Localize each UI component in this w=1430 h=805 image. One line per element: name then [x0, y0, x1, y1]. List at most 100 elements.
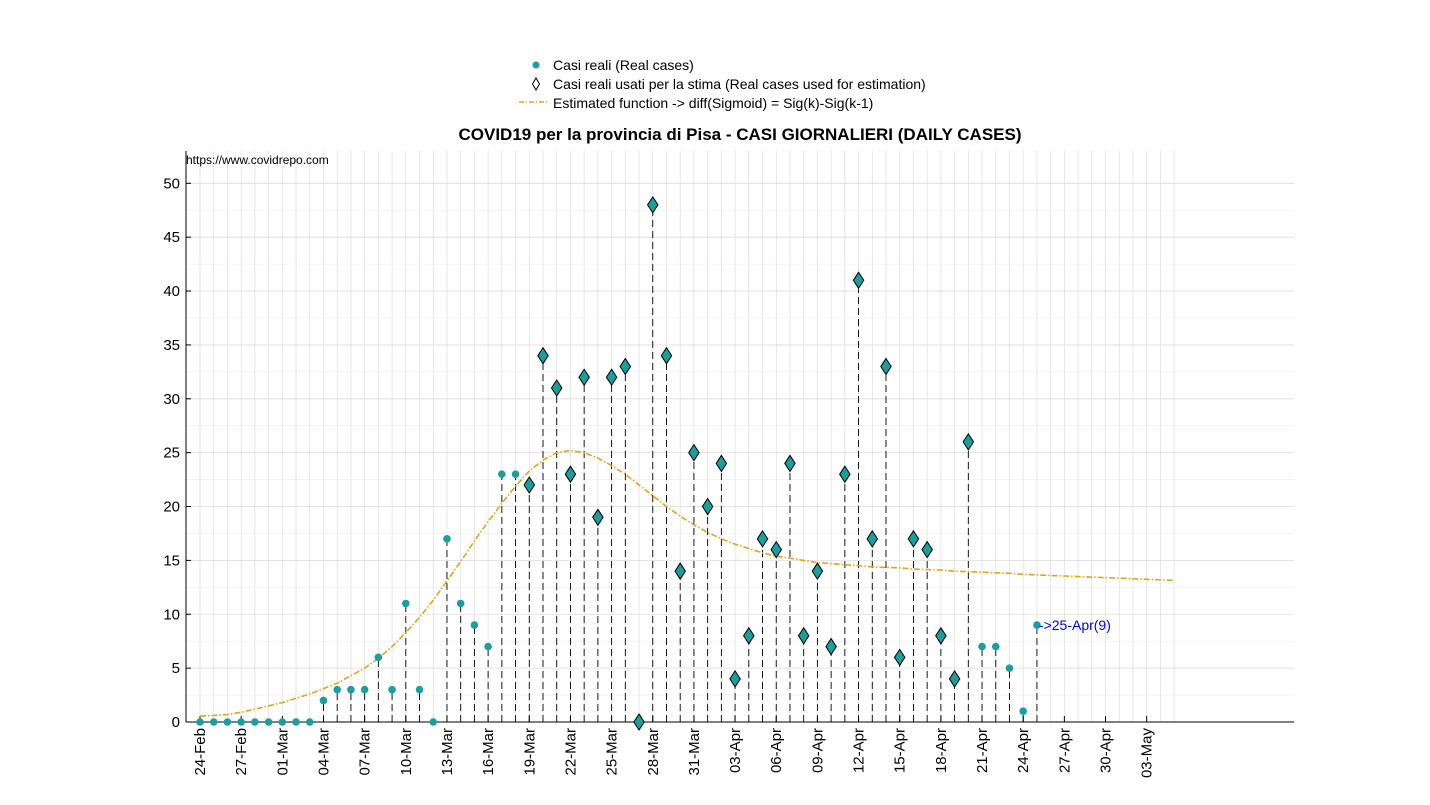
x-tick-label: 07-Mar	[357, 728, 374, 776]
data-point-estimation	[743, 626, 755, 645]
data-point-estimation	[729, 669, 741, 688]
data-point-estimation	[701, 497, 714, 516]
data-point-real	[264, 718, 273, 726]
data-point-estimation	[688, 443, 700, 462]
data-point-estimation	[756, 529, 769, 548]
data-point-estimation	[770, 540, 783, 559]
x-tick-label: 24-Feb	[192, 728, 209, 776]
x-tick-label: 15-Apr	[892, 728, 909, 773]
y-tick-label: 15	[163, 552, 180, 569]
data-point-real	[360, 685, 369, 694]
legend-label-real: Casi reali (Real cases)	[553, 57, 694, 73]
chart-title: COVID19 per la provincia di Pisa - CASI …	[458, 125, 1021, 144]
data-point-real	[374, 653, 383, 662]
data-point-estimation	[715, 454, 728, 473]
legend: Casi reali (Real cases) Casi reali usati…	[519, 57, 926, 111]
legend-entry-real: Casi reali (Real cases)	[532, 57, 694, 73]
fit-curve-group	[199, 449, 1175, 717]
x-tick-label: 28-Mar	[645, 728, 662, 776]
legend-label-fit: Estimated function -> diff(Sigmoid) = Si…	[553, 95, 873, 111]
data-point-real	[305, 718, 314, 726]
watermark-url: https://www.covidrepo.com	[186, 153, 329, 167]
data-point-estimation	[537, 346, 549, 365]
x-tick-label: 04-Mar	[315, 728, 332, 776]
data-point-estimation	[660, 346, 673, 365]
annotation-label: ->25-Apr(9)	[1039, 617, 1111, 633]
y-tick-label: 50	[163, 175, 180, 192]
data-point-estimation	[948, 669, 961, 688]
data-point-real	[991, 642, 1000, 651]
legend-entry-estimation: Casi reali usati per la stima (Real case…	[531, 76, 926, 92]
data-point-real	[388, 685, 396, 694]
data-point-estimation	[784, 454, 796, 473]
data-point-real	[333, 685, 342, 694]
data-point-estimation	[633, 713, 645, 731]
y-tick-label: 10	[163, 606, 180, 623]
x-tick-label: 24-Apr	[1015, 728, 1032, 773]
data-point-estimation	[921, 540, 933, 559]
data-point-real	[484, 642, 492, 651]
data-point-real	[347, 685, 355, 694]
x-tick-label: 27-Apr	[1056, 728, 1073, 773]
x-tick-label: 31-Mar	[686, 728, 703, 776]
y-tick-label: 0	[172, 714, 180, 731]
x-tick-label: 18-Apr	[933, 728, 950, 773]
x-tick-label: 30-Apr	[1098, 728, 1115, 773]
legend-entry-fit: Estimated function -> diff(Sigmoid) = Si…	[519, 95, 873, 111]
grid	[186, 151, 1294, 723]
axes	[185, 151, 1294, 723]
data-point-estimation	[893, 648, 906, 667]
data-point-real	[196, 718, 204, 726]
data-point-real	[251, 718, 259, 726]
data-point-real	[278, 718, 287, 726]
data-point-estimation	[646, 195, 659, 214]
data-point-estimation	[839, 465, 851, 484]
y-tick-labels: 0 5 10 15 20 25 30 35 40 45 50	[163, 175, 191, 731]
data-point-real	[1005, 664, 1014, 672]
x-tick-label: 22-Mar	[562, 728, 579, 776]
y-tick-label: 30	[163, 391, 180, 408]
data-point-estimation	[935, 626, 947, 645]
data-point-real	[223, 718, 232, 726]
data-point-estimation	[592, 508, 604, 527]
legend-marker-dot	[532, 61, 540, 69]
data-point-real	[429, 718, 438, 726]
y-tick-label: 40	[163, 283, 180, 300]
x-tick-label: 06-Apr	[768, 728, 785, 773]
data-point-real	[498, 470, 506, 479]
data-point-real	[443, 535, 451, 543]
data-point-real	[511, 470, 520, 479]
x-tick-label: 10-Mar	[398, 728, 415, 776]
y-tick-label: 20	[163, 499, 180, 516]
data-point-estimation	[825, 637, 837, 656]
data-point-real	[209, 718, 218, 726]
x-tick-label: 01-Mar	[274, 728, 291, 776]
data-point-estimation	[811, 562, 824, 581]
data-point-real	[402, 599, 410, 608]
x-tick-label: 27-Feb	[233, 728, 250, 776]
data-point-real	[415, 685, 424, 694]
data-point-estimation	[605, 368, 618, 387]
data-point-real	[237, 718, 245, 726]
x-tick-label: 19-Mar	[521, 728, 538, 776]
x-tick-label: 13-Mar	[439, 728, 456, 776]
data-points	[196, 195, 1041, 731]
x-tick-label: 21-Apr	[974, 728, 991, 773]
data-point-real	[292, 718, 300, 726]
y-tick-label: 25	[163, 445, 180, 462]
x-tick-labels: 24-Feb 27-Feb 01-Mar 04-Mar 07-Mar 10-Mar 13-M…	[192, 716, 1156, 778]
data-point-real	[319, 696, 328, 705]
y-tick-label: 45	[163, 229, 180, 246]
fit-curve	[199, 449, 1175, 717]
data-point-real	[456, 599, 465, 608]
x-tick-label: 25-Mar	[604, 728, 621, 776]
data-point-estimation	[564, 465, 577, 484]
x-tick-label: 16-Mar	[480, 728, 497, 776]
legend-marker-diamond	[531, 77, 541, 91]
data-point-real	[978, 642, 986, 651]
x-tick-label: 09-Apr	[809, 728, 826, 773]
data-point-real	[1019, 707, 1027, 716]
stems	[323, 204, 1038, 722]
